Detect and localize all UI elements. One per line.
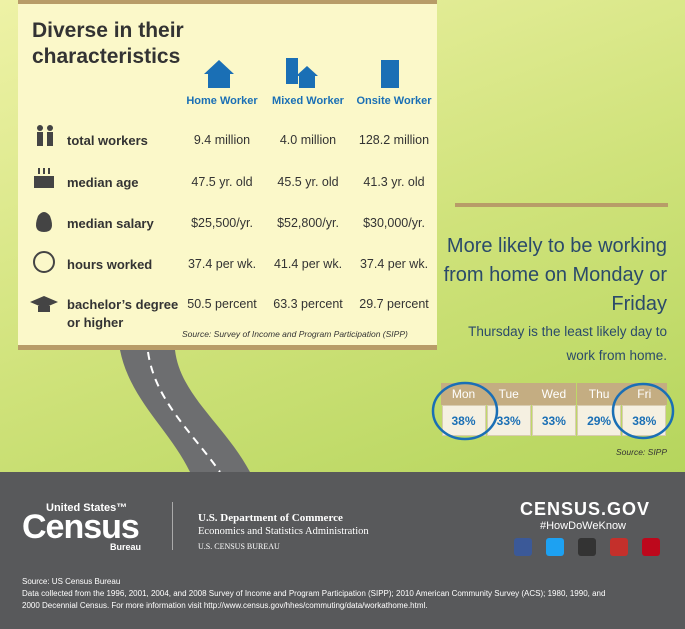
- logo-bottom: Bureau: [110, 542, 142, 552]
- cell: 4.0 million: [279, 133, 337, 147]
- cell: 41.3 yr. old: [363, 175, 425, 189]
- row-label: hours worked: [67, 257, 153, 272]
- cell: 47.5 yr. old: [191, 175, 253, 189]
- day-header: Tue: [486, 383, 532, 405]
- row-label: median salary: [67, 216, 154, 231]
- cell: 50.5 percent: [187, 297, 257, 311]
- cell: 29.7 percent: [359, 297, 429, 311]
- row-label: median age: [67, 175, 139, 190]
- footer: United States™ Census Bureau U.S. Depart…: [0, 472, 685, 629]
- source: Source: Survey of Income and Program Par…: [182, 329, 408, 339]
- logo-main: Census: [22, 508, 140, 546]
- icons: [30, 58, 399, 312]
- day-header: Thu: [576, 383, 622, 405]
- site[interactable]: CENSUS.GOV: [520, 499, 651, 519]
- hashtag: #HowDoWeKnow: [540, 520, 627, 532]
- pinterest-icon[interactable]: [642, 538, 660, 556]
- social-icons: [514, 538, 660, 556]
- cell: $52,800/yr.: [277, 216, 339, 230]
- cell: $30,000/yr.: [363, 216, 425, 230]
- subheading: Thursday is the least likely day to work…: [468, 324, 667, 363]
- dept: U.S. Department of Commerce: [198, 512, 343, 524]
- day-header: Fri: [621, 383, 667, 405]
- day-table: Mon 38% Tue 33% Wed 33% Thu 29% Fri 38%: [441, 383, 667, 439]
- cell: $25,500/yr.: [191, 216, 253, 230]
- cell: 37.4 per wk.: [359, 257, 429, 271]
- bureau: U.S. CENSUS BUREAU: [198, 542, 280, 551]
- column-header: Onsite Worker: [356, 95, 432, 107]
- admin: Economics and Statistics Administration: [198, 526, 369, 537]
- row-label: bachelor’s degree or higher: [67, 297, 179, 330]
- twitter-icon[interactable]: [546, 538, 564, 556]
- footer-source-title: Source: US Census Bureau: [22, 577, 121, 586]
- day-header: Mon: [441, 383, 486, 405]
- panel-title: Diverse in their characteristics: [32, 19, 184, 68]
- footer-source-text: Data collected from the 1996, 2001, 2004…: [22, 589, 606, 610]
- cell: 128.2 million: [358, 133, 430, 147]
- divider: [172, 502, 173, 550]
- cell: 41.4 per wk.: [273, 257, 343, 271]
- day-percent: 38%: [441, 405, 486, 436]
- heading: More likely to be working from home on M…: [443, 235, 667, 315]
- column-header: Mixed Worker: [272, 95, 344, 107]
- facebook-icon[interactable]: [514, 538, 532, 556]
- logo-top: United States™: [46, 502, 128, 514]
- column-header: Home Worker: [186, 95, 258, 107]
- cell: 9.4 million: [193, 133, 251, 147]
- highlight-circles: [431, 381, 675, 441]
- road: [120, 203, 668, 472]
- day-source: Source: SIPP: [616, 447, 668, 457]
- day-header: Wed: [531, 383, 577, 405]
- youtube-icon[interactable]: [610, 538, 628, 556]
- cell: 45.5 yr. old: [277, 175, 339, 189]
- day-percent: 33%: [531, 405, 576, 436]
- day-percent: 38%: [622, 405, 667, 436]
- cell: 63.3 percent: [273, 297, 343, 311]
- row-label: total workers: [67, 133, 148, 148]
- cell: 37.4 per wk.: [187, 257, 257, 271]
- flickr-icon[interactable]: [578, 538, 596, 556]
- characteristics-panel: Diverse in their characteristics Home Wo…: [18, 0, 437, 350]
